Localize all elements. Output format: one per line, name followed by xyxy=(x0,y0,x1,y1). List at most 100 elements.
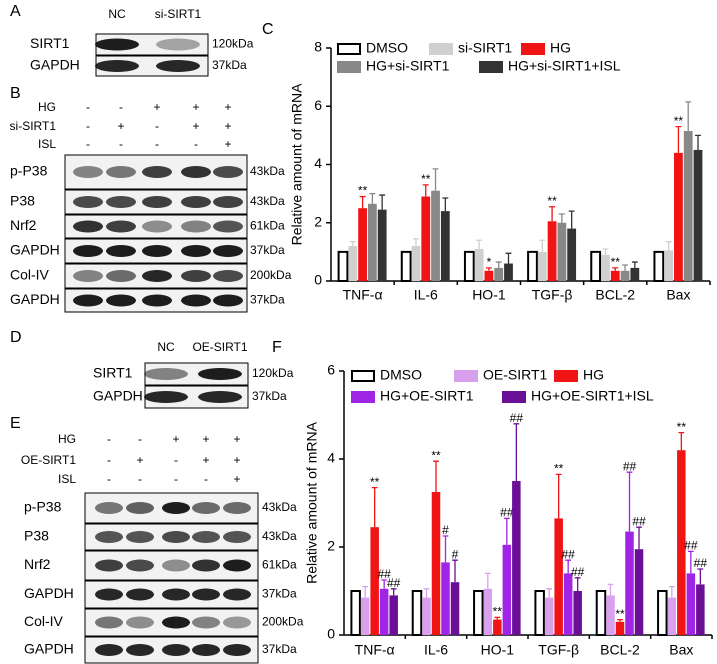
significance-label: ** xyxy=(493,605,503,619)
size-label: 37kDa xyxy=(262,642,297,656)
legend-label: DMSO xyxy=(366,40,408,56)
bar xyxy=(400,250,412,282)
bar xyxy=(595,590,607,636)
blot-band xyxy=(223,588,251,601)
row-label: Nrf2 xyxy=(10,217,37,233)
blot-band xyxy=(142,196,172,208)
blot-band xyxy=(192,531,220,543)
bar xyxy=(512,481,521,635)
y-tick-label: 6 xyxy=(314,97,322,113)
size-label: 200kDa xyxy=(250,268,292,282)
error-bar xyxy=(612,267,619,271)
size-label: 43kDa xyxy=(262,529,297,543)
bar xyxy=(554,518,563,635)
blot-band xyxy=(126,616,154,629)
blot-band xyxy=(181,245,211,257)
bar xyxy=(653,250,665,282)
x-tick-label: IL-6 xyxy=(414,287,438,303)
error-bar xyxy=(685,101,692,132)
blot-band xyxy=(181,220,211,233)
error-bar xyxy=(555,473,562,519)
condition-sign: - xyxy=(174,472,178,486)
condition-sign: - xyxy=(86,100,90,114)
y-tick-label: 8 xyxy=(314,39,322,55)
condition-sign: + xyxy=(136,453,143,467)
condition-label: ISL xyxy=(38,137,56,151)
size-label: 37kDa xyxy=(250,293,285,307)
error-bar xyxy=(568,210,575,229)
legend-label: HG+OE-SIRT1 xyxy=(380,388,474,404)
lane-label: OE-SIRT1 xyxy=(192,340,247,354)
y-tick-label: 6 xyxy=(327,362,335,378)
y-tick-label: 4 xyxy=(327,450,335,466)
error-bar xyxy=(494,616,501,620)
bar xyxy=(379,588,389,635)
legend-swatch xyxy=(337,61,361,73)
row-label: Col-IV xyxy=(10,267,50,283)
bar xyxy=(463,250,475,282)
bar xyxy=(657,590,668,636)
error-bar xyxy=(513,423,520,481)
error-bar xyxy=(369,192,376,204)
blot-band xyxy=(126,531,154,543)
legend-swatch xyxy=(429,43,453,55)
bar xyxy=(664,250,674,281)
bar xyxy=(557,222,567,281)
condition-label: HG xyxy=(58,432,76,446)
size-label: 120kDa xyxy=(212,37,254,51)
y-tick-label: 0 xyxy=(327,626,335,642)
y-tick-label: 2 xyxy=(327,538,335,554)
panel-letter: D xyxy=(10,329,22,346)
legend-label: HG+OE-SIRT1+ISL xyxy=(531,388,654,404)
significance-label: ** xyxy=(674,114,684,128)
significance-label: ## xyxy=(377,567,391,581)
condition-sign: + xyxy=(192,100,199,114)
bar xyxy=(601,254,610,281)
bar xyxy=(683,131,693,281)
blot-band xyxy=(156,38,200,51)
error-bar xyxy=(565,559,572,574)
y-tick-label: 0 xyxy=(314,272,322,288)
error-bar xyxy=(381,579,388,589)
error-bar xyxy=(602,248,609,255)
x-tick-label: HO-1 xyxy=(472,287,506,303)
bar xyxy=(534,590,545,636)
error-bar xyxy=(546,588,553,598)
significance-label: ## xyxy=(623,459,637,473)
blot-band xyxy=(126,588,154,601)
bar xyxy=(431,190,440,281)
blot-band xyxy=(192,616,220,629)
x-tick-label: BCL-2 xyxy=(600,642,640,658)
blot-band xyxy=(142,245,172,257)
size-label: 37kDa xyxy=(212,58,247,72)
significance-label: ** xyxy=(370,475,380,489)
row-label: p-P38 xyxy=(24,499,62,515)
size-label: 200kDa xyxy=(262,615,304,629)
row-label: P38 xyxy=(10,193,35,209)
blot-band xyxy=(223,559,251,572)
bar xyxy=(360,597,370,635)
blot-band xyxy=(213,220,243,233)
condition-label: ISL xyxy=(58,472,76,486)
size-label: 37kDa xyxy=(262,587,297,601)
bar xyxy=(696,584,705,635)
bar xyxy=(494,267,504,281)
blot-band xyxy=(106,196,136,208)
blot-band xyxy=(73,220,103,233)
blot-band xyxy=(106,270,136,282)
x-tick-label: TGF-β xyxy=(532,287,573,303)
condition-sign: + xyxy=(153,100,160,114)
bar xyxy=(606,595,615,635)
size-label: 43kDa xyxy=(250,164,285,178)
row-label: GAPDH xyxy=(24,585,74,601)
significance-label: ## xyxy=(571,565,585,579)
blot-band xyxy=(142,270,172,282)
error-bar xyxy=(678,431,685,451)
blot-band xyxy=(213,196,243,208)
error-bar xyxy=(505,252,512,264)
legend-label: HG xyxy=(550,40,571,56)
error-bar xyxy=(626,471,633,532)
panel-letter: F xyxy=(272,339,282,356)
blot-band xyxy=(95,38,139,51)
blot-band xyxy=(73,294,103,307)
